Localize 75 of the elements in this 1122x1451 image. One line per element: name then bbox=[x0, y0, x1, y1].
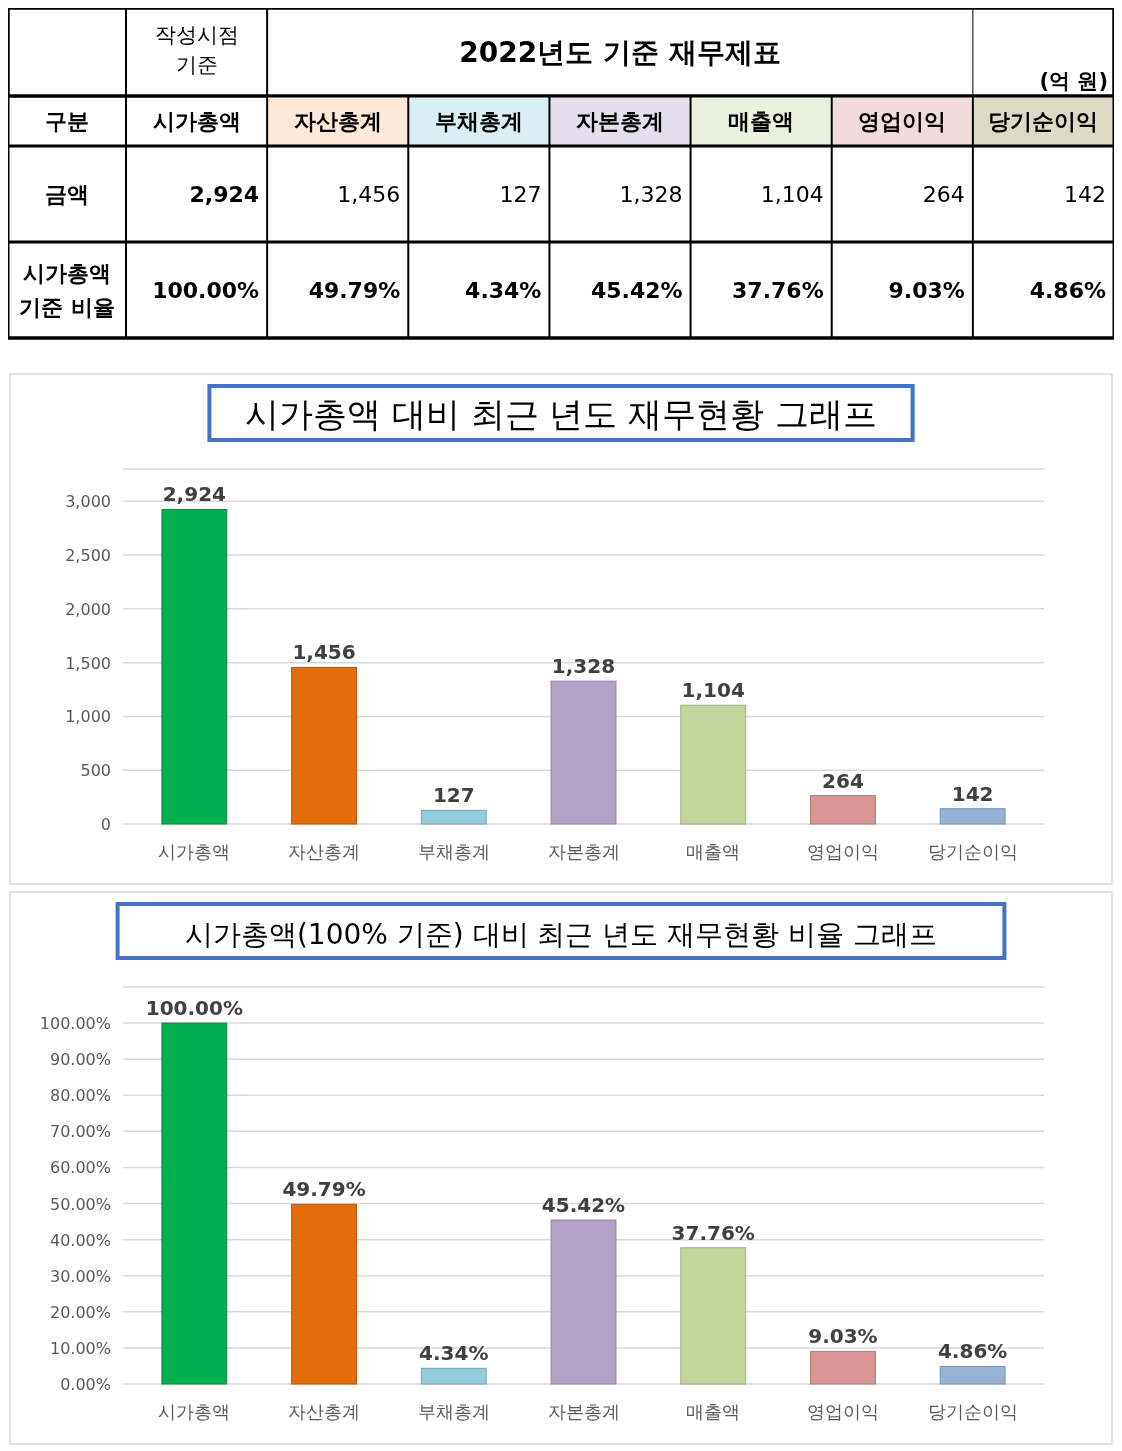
text: 4.34% bbox=[465, 278, 542, 303]
text: 1,104 bbox=[760, 182, 824, 207]
text: 작성시점 기준 bbox=[154, 23, 239, 77]
data-label: 45.42% bbox=[541, 1193, 626, 1218]
text: 264 bbox=[922, 182, 965, 207]
category-label: 금액 bbox=[45, 182, 89, 207]
text: 9.03% bbox=[888, 278, 965, 303]
data-label: 1,456 bbox=[292, 640, 356, 665]
category-label: 영업이익 bbox=[858, 109, 947, 134]
text: 2022년도 기준 재무제표 bbox=[459, 36, 781, 69]
y-tick-label: 10.00% bbox=[49, 1338, 111, 1358]
x-tick-label: 시가총액 bbox=[158, 1401, 231, 1422]
data-label: 264 bbox=[822, 768, 864, 793]
text: 127 bbox=[499, 182, 542, 207]
category-label: 자본총계 bbox=[576, 109, 664, 134]
y-tick-label: 3,000 bbox=[65, 492, 111, 512]
category-label: 시가총액 기준 비율 bbox=[19, 261, 115, 320]
data-label: 9.03% bbox=[808, 1324, 878, 1349]
x-tick-label: 자본총계 bbox=[547, 841, 620, 862]
y-tick-label: 20.00% bbox=[49, 1302, 111, 1322]
x-tick-label: 자본총계 bbox=[547, 1401, 620, 1422]
x-tick-label: 부채총계 bbox=[417, 1401, 490, 1422]
text: 37.76% bbox=[732, 278, 824, 303]
text: 구분 bbox=[45, 109, 89, 134]
y-tick-label: 1,000 bbox=[65, 707, 111, 727]
x-tick-label: 영업이익 bbox=[806, 841, 879, 862]
text: 49.79% bbox=[308, 278, 401, 303]
y-tick-label: 90.00% bbox=[49, 1050, 111, 1070]
y-tick-label: 0 bbox=[100, 815, 111, 834]
x-tick-label: 당기순이익 bbox=[927, 1401, 1018, 1422]
data-label: 127 bbox=[432, 783, 475, 808]
y-tick-label: 2,000 bbox=[65, 599, 111, 619]
data-label: 49.79% bbox=[282, 1177, 366, 1202]
data-label: 142 bbox=[951, 781, 994, 806]
chart-title: 시가총액(100% 기준) 대비 최근 년도 재무현황 비율 그래프 bbox=[184, 918, 938, 951]
y-tick-label: 100.00% bbox=[39, 1014, 111, 1034]
data-label: 1,104 bbox=[681, 678, 745, 703]
x-tick-label: 당기순이익 bbox=[927, 841, 1018, 862]
y-tick-label: 500 bbox=[80, 761, 111, 781]
y-tick-label: 30.00% bbox=[49, 1266, 111, 1286]
category-label: 매출액 bbox=[728, 109, 795, 134]
x-tick-label: 매출액 bbox=[686, 841, 741, 862]
y-tick-label: 50.00% bbox=[49, 1194, 111, 1214]
text: 4.86% bbox=[1029, 278, 1106, 303]
y-tick-label: 1,500 bbox=[65, 653, 111, 673]
data-label: 1,328 bbox=[551, 654, 616, 679]
x-tick-label: 영업이익 bbox=[806, 1401, 879, 1422]
y-tick-label: 2,500 bbox=[65, 546, 111, 566]
text: 1,328 bbox=[619, 182, 683, 207]
data-label: 4.86% bbox=[937, 1339, 1008, 1364]
chart-title: 시가총액 대비 최근 년도 재무현황 그래프 bbox=[244, 394, 878, 434]
y-tick-label: 60.00% bbox=[49, 1158, 111, 1178]
text: 45.42% bbox=[590, 278, 683, 303]
text: 142 bbox=[1064, 182, 1106, 207]
y-tick-label: 70.00% bbox=[49, 1122, 111, 1142]
category-label: 부채총계 bbox=[434, 109, 523, 134]
category-label: 자산총계 bbox=[293, 109, 382, 134]
y-tick-label: 0.00% bbox=[60, 1375, 111, 1394]
data-label: 37.76% bbox=[671, 1220, 755, 1245]
text: 1,456 bbox=[337, 182, 401, 207]
x-tick-label: 시가총액 bbox=[158, 841, 231, 862]
text: (억 원) bbox=[1039, 69, 1108, 93]
x-tick-label: 자산총계 bbox=[288, 841, 361, 862]
data-label: 100.00% bbox=[145, 996, 243, 1021]
x-tick-label: 매출액 bbox=[686, 1401, 741, 1422]
category-label: 당기순이익 bbox=[988, 109, 1099, 134]
x-tick-label: 자산총계 bbox=[288, 1401, 361, 1422]
y-tick-label: 40.00% bbox=[49, 1230, 111, 1250]
data-label: 4.34% bbox=[419, 1341, 489, 1366]
text: 100.00% bbox=[152, 278, 260, 303]
text: 2,924 bbox=[189, 182, 260, 207]
category-label: 시가총액 bbox=[152, 109, 241, 134]
y-tick-label: 80.00% bbox=[49, 1086, 111, 1106]
x-tick-label: 부채총계 bbox=[417, 841, 490, 862]
data-label: 2,924 bbox=[162, 482, 226, 507]
